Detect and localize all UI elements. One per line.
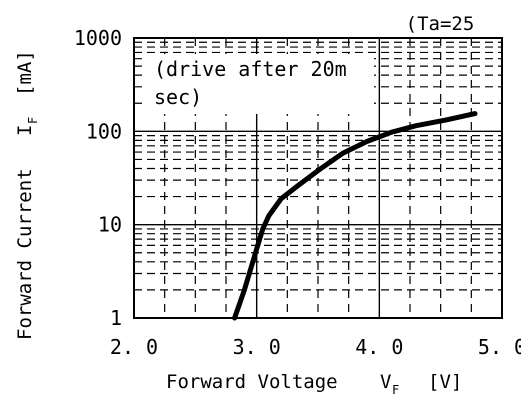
annotation: (drive after 20m sec) <box>146 54 374 114</box>
y-axis-symbol-subscript: F <box>26 117 40 124</box>
tick-labels: 2. 0 3. 0 4. 0 5. 0 1 10 100 1000 <box>74 26 521 359</box>
annotation-line-2: sec) <box>154 85 202 109</box>
y-tick-label: 1000 <box>74 26 122 50</box>
x-tick-label: 4. 0 <box>355 335 403 359</box>
series-line <box>232 111 478 321</box>
x-tick-label: 5. 0 <box>478 335 521 359</box>
x-axis-unit: [V] <box>428 371 462 393</box>
y-axis-label: Forward Current <box>14 168 36 340</box>
y-axis-title: Forward Current I F [mA] <box>14 50 40 340</box>
y-tick-label: 100 <box>86 119 122 143</box>
y-axis-symbol: I <box>14 125 36 136</box>
x-axis-symbol-subscript: F <box>392 383 399 397</box>
y-tick-label: 1 <box>110 306 122 330</box>
annotation-box <box>146 54 374 114</box>
x-axis-symbol: V <box>380 371 391 393</box>
y-tick-label: 10 <box>98 213 122 237</box>
x-tick-label: 2. 0 <box>110 335 158 359</box>
plot-frame <box>133 37 503 319</box>
y-axis-unit: [mA] <box>14 50 36 96</box>
x-axis-label: Forward Voltage <box>166 371 338 393</box>
x-axis-title: Forward Voltage V F [V] <box>166 371 462 397</box>
condition-label: (Ta=25 <box>406 13 475 35</box>
x-tick-label: 3. 0 <box>233 335 281 359</box>
annotation-line-1: (drive after 20m <box>154 57 347 81</box>
series-layer <box>232 111 478 321</box>
